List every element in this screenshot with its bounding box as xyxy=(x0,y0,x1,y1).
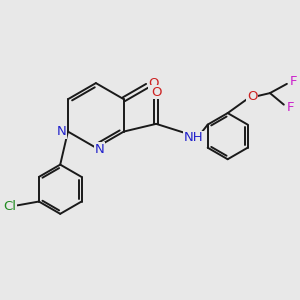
Text: O: O xyxy=(247,90,257,103)
Text: O: O xyxy=(148,77,159,90)
Text: O: O xyxy=(151,86,161,99)
Text: N: N xyxy=(95,143,105,156)
Text: F: F xyxy=(287,101,295,114)
Text: Cl: Cl xyxy=(3,200,16,213)
Text: NH: NH xyxy=(183,131,203,144)
Text: N: N xyxy=(57,125,67,138)
Text: F: F xyxy=(290,75,298,88)
